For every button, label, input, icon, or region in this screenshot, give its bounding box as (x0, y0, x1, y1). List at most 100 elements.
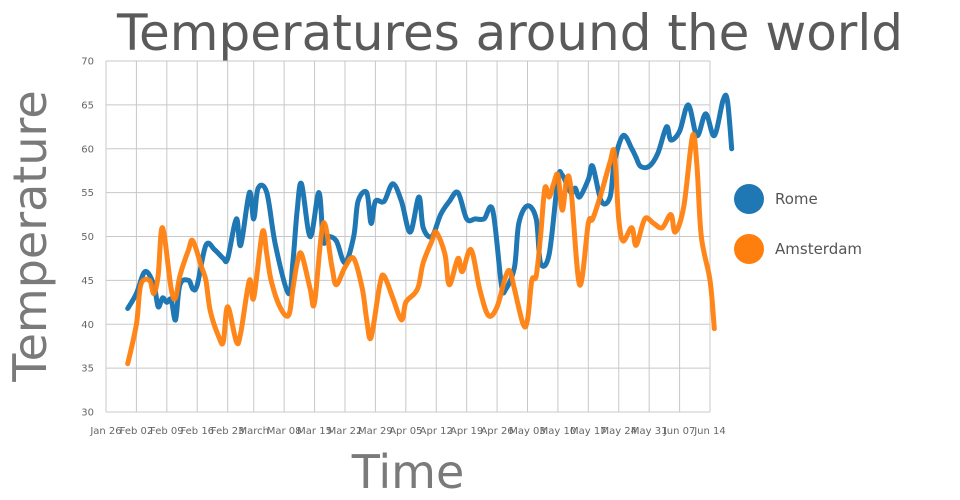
data-point (512, 287, 517, 292)
data-point (234, 216, 239, 221)
data-point (390, 181, 395, 186)
x-tick-label: Mar 29 (358, 426, 393, 437)
data-point (256, 186, 261, 191)
data-point (525, 317, 530, 322)
x-tick-label: Mar 15 (297, 426, 332, 437)
data-point (190, 287, 195, 292)
data-point (382, 199, 387, 204)
data-point (221, 256, 226, 261)
data-point (629, 146, 634, 151)
data-point (369, 335, 374, 340)
data-point (203, 278, 208, 283)
data-point (412, 291, 417, 296)
data-point (638, 164, 643, 169)
data-point (447, 282, 452, 287)
data-point (151, 291, 156, 296)
data-point (547, 252, 552, 257)
data-point (164, 300, 169, 305)
data-point (542, 186, 547, 191)
data-point (655, 151, 660, 156)
data-point (364, 317, 369, 322)
data-point (673, 230, 678, 235)
data-point (312, 300, 317, 305)
data-point (382, 273, 387, 278)
data-point (416, 195, 421, 200)
data-point (299, 181, 304, 186)
data-point (251, 295, 256, 300)
data-point (360, 287, 365, 292)
data-point (216, 335, 221, 340)
data-point (177, 273, 182, 278)
x-tick-label: Apr 05 (389, 426, 422, 437)
data-point (534, 273, 539, 278)
data-point (269, 278, 274, 283)
data-point (512, 265, 517, 270)
data-point (668, 137, 673, 142)
data-point (316, 190, 321, 195)
data-point (712, 326, 717, 331)
data-point (642, 216, 647, 221)
data-point (247, 190, 252, 195)
y-axis-ticks: 30 35 40 45 50 55 60 65 70 (81, 57, 94, 419)
data-point (555, 173, 560, 178)
data-point (586, 221, 591, 226)
data-point (647, 164, 652, 169)
x-tick-label: Feb 09 (150, 426, 184, 437)
data-point (668, 212, 673, 217)
data-point (482, 216, 487, 221)
data-point (390, 295, 395, 300)
data-point (703, 111, 708, 116)
x-tick-label: Jan 26 (89, 426, 121, 437)
x-tick-label: Feb 02 (120, 426, 154, 437)
x-tick-label: Apr 19 (450, 426, 483, 437)
data-point (677, 129, 682, 134)
data-point (464, 216, 469, 221)
data-point (429, 238, 434, 243)
data-point (399, 199, 404, 204)
data-point (329, 265, 334, 270)
data-point (334, 282, 339, 287)
series-line-amsterdam (125, 131, 717, 367)
data-point (590, 164, 595, 169)
data-point (634, 155, 639, 160)
x-tick-label: Mar 22 (328, 426, 363, 437)
data-point (577, 282, 582, 287)
data-point (295, 260, 300, 265)
data-point (712, 133, 717, 138)
data-point (208, 309, 213, 314)
data-point (173, 317, 178, 322)
data-point (156, 304, 161, 309)
legend-swatch (734, 234, 764, 264)
data-point (621, 133, 626, 138)
data-point (521, 322, 526, 327)
x-tick-label: March (238, 426, 268, 437)
data-point (416, 282, 421, 287)
data-point (295, 208, 300, 213)
data-point (125, 361, 130, 366)
y-tick-label: 55 (81, 188, 94, 199)
data-point (608, 159, 613, 164)
data-point (203, 243, 208, 248)
x-tick-label: Feb 23 (211, 426, 245, 437)
data-point (299, 252, 304, 257)
x-tick-label: Feb 16 (180, 426, 214, 437)
data-point (586, 177, 591, 182)
data-point (273, 243, 278, 248)
data-point (160, 295, 165, 300)
data-point (156, 273, 161, 278)
data-point (342, 265, 347, 270)
series-amsterdam (125, 131, 717, 367)
x-tick-label: Mar 08 (267, 426, 302, 437)
data-point (608, 195, 613, 200)
data-point (195, 282, 200, 287)
data-point (264, 190, 269, 195)
data-point (286, 313, 291, 318)
data-point (508, 269, 513, 274)
data-point (616, 216, 621, 221)
data-point (538, 234, 543, 239)
data-point (356, 199, 361, 204)
y-tick-label: 70 (81, 57, 94, 68)
data-point (421, 260, 426, 265)
data-point (729, 146, 734, 151)
